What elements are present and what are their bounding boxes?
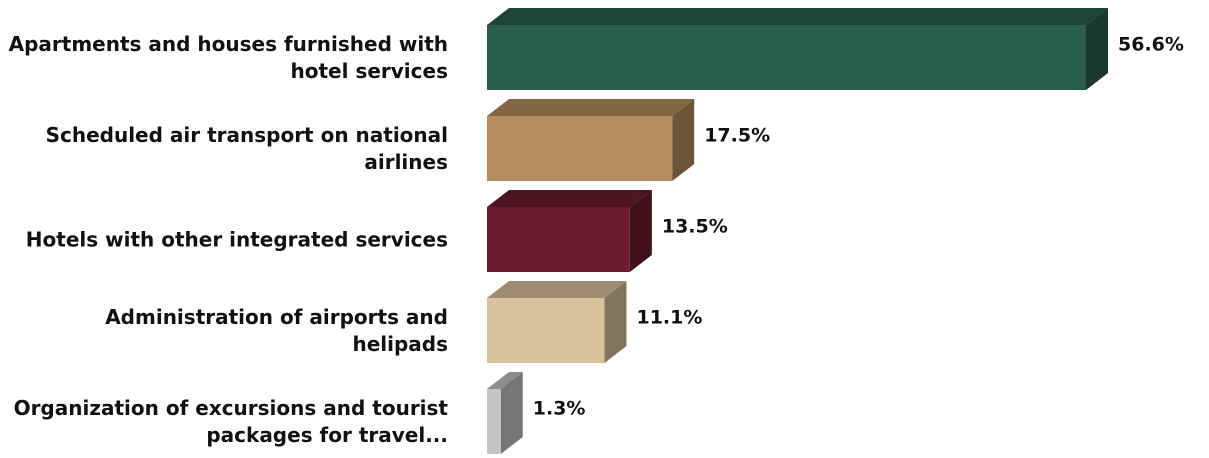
bar-front — [487, 389, 501, 454]
bar-side — [629, 190, 652, 272]
bar-top — [487, 99, 695, 116]
bar — [487, 8, 1108, 90]
value-label: 17.5% — [704, 125, 770, 147]
bar-front — [487, 207, 630, 272]
category-label: Administration of airports and helipads — [105, 304, 448, 356]
bar-side — [672, 99, 695, 181]
value-label: 11.1% — [636, 307, 702, 329]
bar-side — [604, 281, 627, 363]
bar-top — [487, 8, 1108, 25]
value-label: 56.6% — [1118, 34, 1184, 56]
bar-side — [500, 372, 523, 454]
bar — [487, 99, 695, 181]
bar — [487, 281, 627, 363]
category-label: Scheduled air transport on national airl… — [45, 122, 448, 174]
category-label: Hotels with other integrated services — [25, 227, 448, 251]
bar — [487, 372, 523, 454]
bar-front — [487, 116, 673, 181]
bar-side — [1086, 8, 1108, 90]
category-label: Apartments and houses furnished with hot… — [8, 31, 448, 83]
bar-top — [487, 190, 652, 207]
bar — [487, 190, 652, 272]
bar-top — [487, 372, 523, 389]
category-label: Organization of excursions and tourist p… — [13, 395, 448, 447]
value-label: 1.3% — [533, 398, 586, 420]
value-label: 13.5% — [662, 216, 728, 238]
bar-top — [487, 281, 627, 298]
bar-front — [487, 25, 1086, 90]
bar-front — [487, 298, 605, 363]
